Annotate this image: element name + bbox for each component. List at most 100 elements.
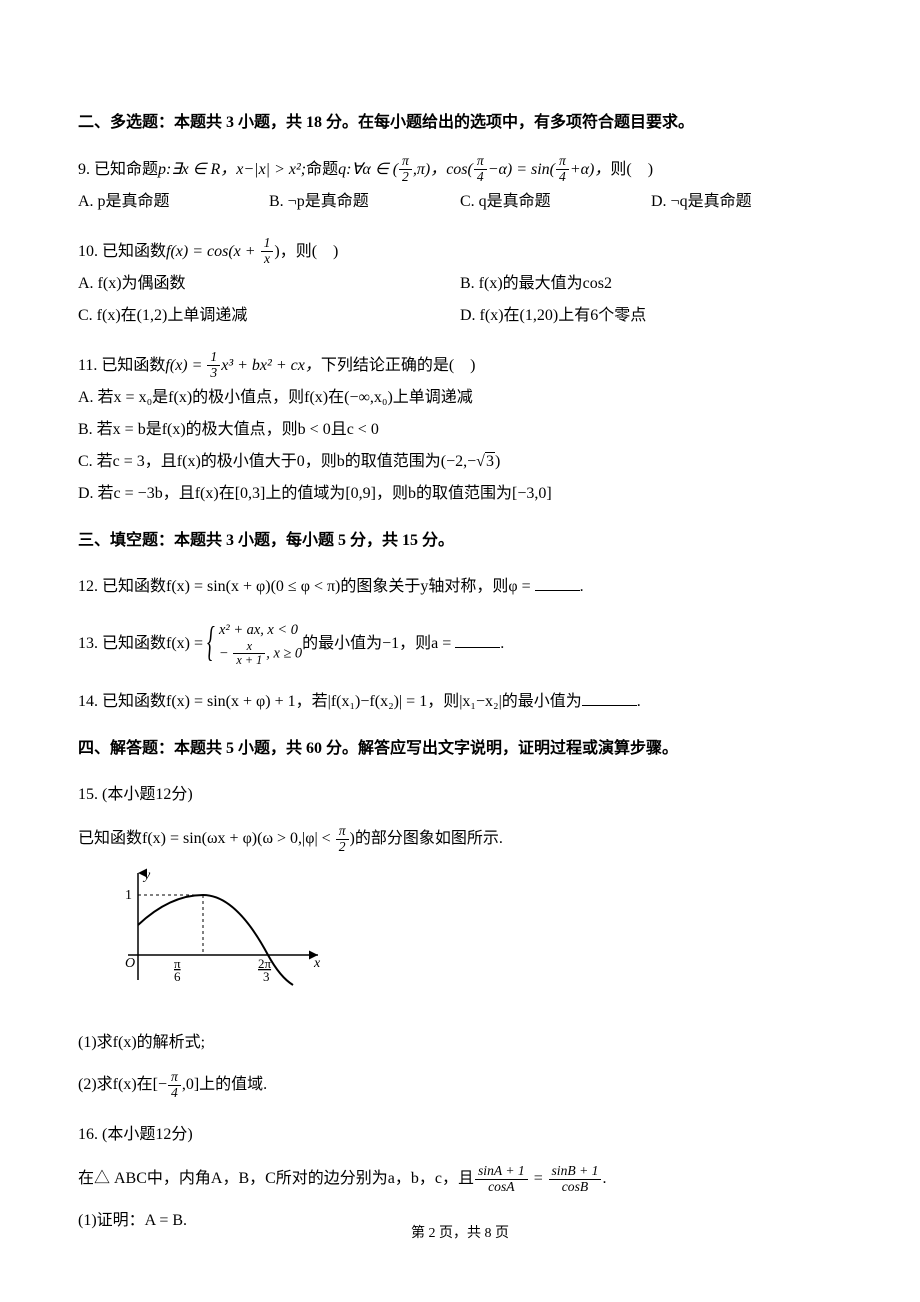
q15-fnum: π <box>336 824 349 840</box>
q16-post: . <box>602 1170 606 1187</box>
fig-x2-den: 3 <box>263 969 270 984</box>
q10-fx: f(x) = cos(x + <box>166 243 260 260</box>
q15-pre: 已知函数f(x) = sin(ωx + φ)(ω > 0,|φ| < <box>78 830 335 847</box>
q16-frac-r: sinB + 1cosB <box>549 1164 602 1195</box>
q10-optD: D. f(x)在(1,20)上有6个零点 <box>460 300 842 332</box>
q16-rnum: sinB + 1 <box>549 1164 602 1180</box>
q11-optA: A. 若x = x₀是f(x)的极小值点，则f(x)在(−∞,x₀)上单调递减 <box>78 382 842 414</box>
q9-l-den: 4 <box>474 170 487 185</box>
q16-lnum: sinA + 1 <box>475 1164 528 1180</box>
q9-int-num: π <box>399 154 412 170</box>
q9-qmid: −α) = sin( <box>488 161 555 178</box>
q15-stem: 已知函数f(x) = sin(ωx + φ)(ω > 0,|φ| < π2)的部… <box>78 823 842 855</box>
question-11: 11. 已知函数f(x) = 13x³ + bx² + cx，下列结论正确的是(… <box>78 350 842 510</box>
q10-stem: 10. 已知函数f(x) = cos(x + 1x)，则( ) <box>78 236 842 268</box>
q11-optD: D. 若c = −3b，且f(x)在[0,3]上的值域为[0,9]，则b的取值范… <box>78 478 842 510</box>
q14-pre: 已知函数f(x) = sin(x + φ) + 1，若|f(x₁)−f(x₂)|… <box>102 693 582 710</box>
q9-optA: A. p是真命题 <box>78 186 269 218</box>
q16-num: 16. <box>78 1126 98 1143</box>
q15-p2-frac: π4 <box>168 1070 181 1101</box>
q9-options: A. p是真命题 B. ¬p是真命题 C. q是真命题 D. ¬q是真命题 <box>78 186 842 218</box>
q9-r-num: π <box>556 154 569 170</box>
q10-options: A. f(x)为偶函数 B. f(x)的最大值为cos2 C. f(x)在(1,… <box>78 268 842 332</box>
q15-p2-den: 4 <box>168 1086 181 1101</box>
q11-fden: 3 <box>207 366 220 381</box>
fig-x-label: x <box>313 956 321 971</box>
fig-y-tick: 1 <box>125 888 132 903</box>
q9-frac-int: π2 <box>399 154 412 185</box>
q10-optB: B. f(x)的最大值为cos2 <box>460 268 842 300</box>
fig-o-label: O <box>125 956 135 971</box>
question-15: 15. (本小题12分) 已知函数f(x) = sin(ωx + φ)(ω > … <box>78 779 842 1101</box>
q13-r2-den: x + 1 <box>233 654 265 667</box>
q16-stem: 在△ ABC中，内角A，B，C所对的边分别为a，b，c，且sinA + 1 cos… <box>78 1163 842 1195</box>
q16-pre: 在△ ABC中，内角A，B，C所对的边分别为a，b，c，且 <box>78 1170 474 1187</box>
q13-pre: 已知函数f(x) = <box>102 635 207 652</box>
q10-den: x <box>261 252 274 267</box>
q15-frac: π2 <box>336 824 349 855</box>
q13-row2: − xx + 1, x ≥ 0 <box>219 640 302 668</box>
fig-y-label: y <box>142 868 151 883</box>
q15-fden: 2 <box>336 840 349 855</box>
q15-post: )的部分图象如图所示. <box>350 830 503 847</box>
q11-optC-sqrt: 3 <box>485 452 495 470</box>
q16-line1: 16. (本小题12分) <box>78 1119 842 1151</box>
question-9: 9. 已知命题p:∃x ∈ R，x−|x| > x²;命题q:∀α ∈ (π2,… <box>78 154 842 218</box>
q14-num: 14. <box>78 693 98 710</box>
q15-num: 15. <box>78 786 98 803</box>
q9-qend: +α)， <box>570 161 611 178</box>
q13-post: . <box>500 635 504 652</box>
q9-num: 9. <box>78 161 90 178</box>
q9-stem: 9. 已知命题p:∃x ∈ R，x−|x| > x²;命题q:∀α ∈ (π2,… <box>78 154 842 186</box>
q11-stem: 11. 已知函数f(x) = 13x³ + bx² + cx，下列结论正确的是(… <box>78 350 842 382</box>
section-4-header: 四、解答题：本题共 5 小题，共 60 分。解答应写出文字说明，证明过程或演算步… <box>78 736 842 762</box>
q13-row1: x² + ax, x < 0 <box>219 621 302 640</box>
q13-row2-post: , x ≥ 0 <box>266 645 302 661</box>
q10-optA: A. f(x)为偶函数 <box>78 268 460 300</box>
q10-frac: 1x <box>261 236 274 267</box>
q11-optC-pre: C. 若c = 3，且f(x)的极小值大于0，则b的取值范围为(−2,− <box>78 453 476 470</box>
q13-postpre: 的最小值为−1，则a = <box>302 635 455 652</box>
q12-post: . <box>580 578 584 595</box>
q9-mid: 命题 <box>306 161 338 178</box>
q11-pre: 已知函数 <box>101 357 165 374</box>
q11-options: A. 若x = x₀是f(x)的极小值点，则f(x)在(−∞,x₀)上单调递减 … <box>78 382 842 510</box>
q15-part2: (2)求f(x)在[−π4,0]上的值域. <box>78 1069 842 1101</box>
q13-row2-pre: − <box>219 645 232 661</box>
q9-q1: q:∀α ∈ ( <box>338 161 398 178</box>
question-12: 12. 已知函数f(x) = sin(x + φ)(0 ≤ φ < π)的图象关… <box>78 571 842 603</box>
q9-p: p:∃x ∈ R，x−|x| > x²; <box>158 161 306 178</box>
question-16: 16. (本小题12分) 在△ ABC中，内角A，B，C所对的边分别为a，b，c… <box>78 1119 842 1237</box>
fig-x1-den: 6 <box>174 969 181 984</box>
q15-part1: (1)求f(x)的解析式; <box>78 1027 842 1059</box>
q13-piecewise: x² + ax, x < 0 − xx + 1, x ≥ 0 <box>207 621 302 668</box>
question-13: 13. 已知函数f(x) = x² + ax, x < 0 − xx + 1, … <box>78 621 842 668</box>
q15-p2-num: π <box>168 1070 181 1086</box>
section-2-header: 二、多选题：本题共 3 小题，共 18 分。在每小题给出的选项中，有多项符合题目… <box>78 110 842 136</box>
q11-fxpost: x³ + bx² + cx， <box>221 357 321 374</box>
q9-q2: ,π)，cos( <box>413 161 473 178</box>
q9-int-den: 2 <box>399 170 412 185</box>
q11-optB: B. 若x = b是f(x)的极大值点，则b < 0且c < 0 <box>78 414 842 446</box>
page-footer: 第 2 页，共 8 页 <box>0 1222 920 1242</box>
q9-l-num: π <box>474 154 487 170</box>
q13-r2-num: x <box>233 640 265 654</box>
q15-points: (本小题12分) <box>102 786 193 803</box>
q11-post: 下列结论正确的是( ) <box>321 357 476 374</box>
q16-rden: cosB <box>549 1180 602 1195</box>
section-3-header: 三、填空题：本题共 3 小题，每小题 5 分，共 15 分。 <box>78 528 842 554</box>
q12-blank <box>535 575 580 591</box>
question-10: 10. 已知函数f(x) = cos(x + 1x)，则( ) A. f(x)为… <box>78 236 842 332</box>
q11-fxpre: f(x) = <box>165 357 206 374</box>
q13-row2-frac: xx + 1 <box>233 640 265 668</box>
q13-blank <box>455 632 500 648</box>
q12-pre: 已知函数f(x) = sin(x + φ)(0 ≤ φ < π)的图象关于y轴对… <box>102 578 535 595</box>
q16-points: (本小题12分) <box>102 1126 193 1143</box>
q9-frac-l: π4 <box>474 154 487 185</box>
q9-optD: D. ¬q是真命题 <box>651 186 842 218</box>
sqrt-icon: 3 <box>476 446 495 478</box>
q11-frac: 13 <box>207 350 220 381</box>
q14-blank <box>582 690 637 706</box>
q16-eq: = <box>529 1170 548 1187</box>
q11-optC-post: ) <box>495 453 500 470</box>
